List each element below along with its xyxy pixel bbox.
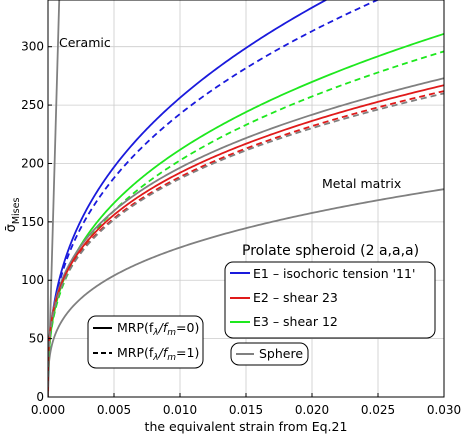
legend-label-e2: E2 – shear 23	[253, 290, 338, 305]
legend-label-e1: E1 – isochoric tension '11'	[253, 266, 415, 281]
series-line-sphere-dashed	[48, 92, 444, 397]
series-line-ceramic-solid	[48, 0, 61, 397]
x-tick-label: 0.030	[427, 403, 461, 417]
metal-matrix-label: Metal matrix	[322, 176, 401, 191]
grain-legend: E1 – isochoric tension '11' E2 – shear 2…	[224, 261, 436, 339]
series-layer	[48, 0, 444, 397]
y-tick-label: 300	[21, 40, 44, 54]
tick-layer: 0.000 0.005 0.010 0.015 0.020 0.025 0.030 0 50 10…	[21, 40, 461, 417]
style-legend: MRP(fλ/fm=0) MRP(fλ/fm=1)	[87, 315, 204, 369]
y-tick-label: 100	[21, 273, 44, 287]
y-tick-label: 150	[21, 215, 44, 229]
x-tick-label: 0.015	[229, 403, 263, 417]
x-axis-label: the equivalent strain from Eq.21	[145, 419, 348, 434]
legend-label-solid: MRP(fλ/fm=0)	[117, 320, 199, 338]
sphere-legend: Sphere	[230, 342, 309, 366]
series-line-metal-matrix-solid	[48, 188, 444, 397]
grain-legend-box	[224, 261, 436, 339]
x-tick-label: 0.000	[31, 403, 65, 417]
grid	[47, 0, 445, 398]
ceramic-label: Ceramic	[59, 35, 111, 50]
x-tick-label: 0.010	[163, 403, 197, 417]
x-tick-label: 0.020	[295, 403, 329, 417]
sphere-legend-box	[230, 342, 309, 366]
legend-label-e3: E3 – shear 12	[253, 314, 338, 329]
series-line-e3-dashed	[48, 50, 444, 397]
y-tick-label: 50	[29, 332, 44, 346]
x-tick-label: 0.005	[97, 403, 131, 417]
legend-label-dashed: MRP(fλ/fm=1)	[117, 345, 199, 363]
style-legend-box	[87, 315, 204, 369]
y-axis-label: σ̄Mises	[4, 198, 22, 233]
series-line-e2-solid	[48, 84, 444, 397]
legend-label-sphere: Sphere	[259, 346, 303, 361]
x-tick-label: 0.025	[361, 403, 395, 417]
y-tick-label: 0	[36, 390, 44, 404]
y-tick-label: 250	[21, 98, 44, 112]
series-line-e1-dashed	[48, 0, 380, 397]
y-tick-label: 200	[21, 156, 44, 170]
series-line-e1-solid	[48, 0, 328, 397]
prolate-label: Prolate spheroid (2 a,a,a)	[242, 243, 419, 259]
